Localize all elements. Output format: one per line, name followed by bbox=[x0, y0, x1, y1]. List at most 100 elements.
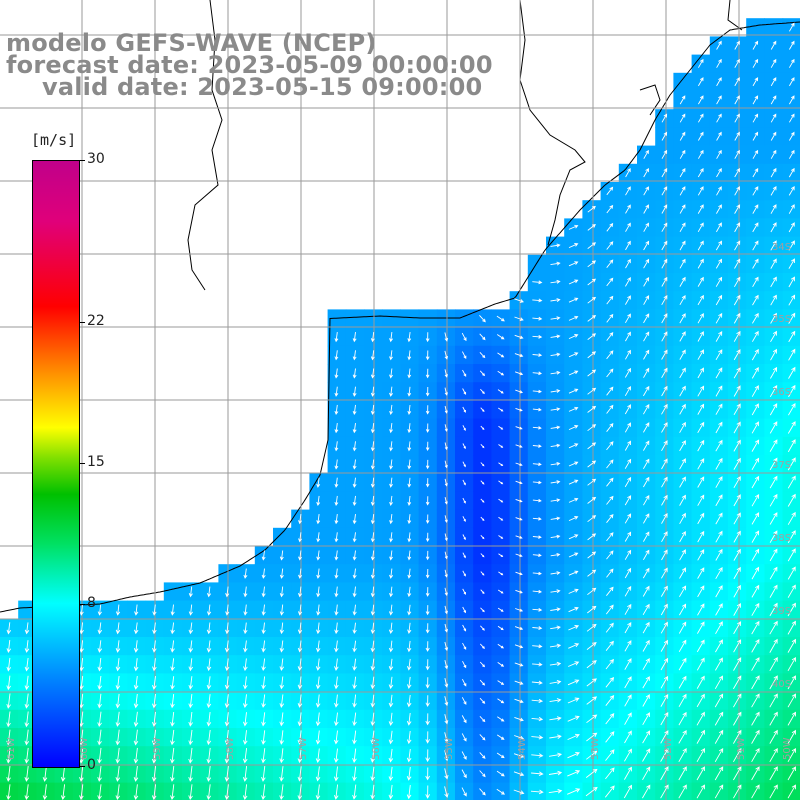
wind-arrow bbox=[550, 425, 561, 430]
wind-arrow bbox=[151, 711, 157, 727]
wind-arrow bbox=[6, 693, 11, 709]
wind-arrow bbox=[6, 784, 11, 800]
wind-arrow bbox=[515, 535, 523, 539]
wind-arrow bbox=[297, 622, 303, 635]
wind-arrow bbox=[716, 222, 722, 233]
wind-arrow bbox=[407, 622, 412, 634]
wind-arrow bbox=[462, 369, 467, 377]
wind-arrow bbox=[389, 550, 393, 561]
wind-speed-cells bbox=[0, 18, 800, 800]
wind-arrow bbox=[714, 784, 724, 799]
wind-arrow bbox=[661, 367, 668, 379]
wind-arrow bbox=[587, 315, 597, 322]
wind-arrow bbox=[586, 750, 598, 760]
wind-arrow bbox=[550, 407, 561, 412]
wind-arrow bbox=[733, 385, 741, 397]
wind-arrow bbox=[532, 517, 542, 521]
wind-arrow bbox=[515, 498, 523, 503]
wind-arrow bbox=[532, 535, 542, 539]
wind-arrow bbox=[769, 729, 778, 744]
wind-arrow bbox=[715, 603, 723, 616]
wind-arrow bbox=[788, 204, 795, 214]
wind-arrow bbox=[550, 261, 561, 266]
wind-arrow bbox=[715, 621, 723, 635]
wind-arrow bbox=[444, 478, 448, 487]
wind-arrow bbox=[625, 295, 631, 305]
wind-arrow bbox=[388, 604, 394, 616]
wind-arrow bbox=[497, 680, 505, 685]
wind-arrow bbox=[568, 425, 579, 431]
wind-arrow bbox=[678, 639, 687, 653]
wind-arrow bbox=[751, 784, 760, 799]
wind-arrow bbox=[788, 348, 796, 361]
wind-cell bbox=[673, 72, 693, 92]
wind-arrow bbox=[715, 657, 723, 671]
wind-arrow bbox=[734, 204, 741, 214]
wind-arrow bbox=[170, 766, 175, 782]
wind-arrow bbox=[697, 349, 704, 360]
wind-arrow bbox=[605, 676, 615, 688]
wind-arrow bbox=[352, 784, 357, 800]
wind-arrow bbox=[714, 711, 724, 726]
wind-arrow bbox=[206, 640, 212, 653]
wind-arrow bbox=[97, 693, 102, 709]
wind-arrow bbox=[660, 748, 669, 762]
colorbar-tick-mark bbox=[79, 321, 85, 323]
wind-arrow bbox=[623, 784, 632, 799]
wind-arrow bbox=[678, 784, 687, 799]
wind-arrow bbox=[224, 640, 230, 653]
wind-arrow bbox=[715, 367, 723, 379]
wind-arrow bbox=[297, 658, 303, 672]
wind-arrow bbox=[698, 113, 704, 123]
wind-arrow bbox=[532, 298, 543, 303]
wind-arrow bbox=[480, 462, 485, 467]
wind-arrow bbox=[513, 771, 525, 777]
wind-arrow bbox=[352, 748, 357, 763]
wind-arrow bbox=[643, 440, 650, 451]
wind-arrow bbox=[660, 784, 669, 799]
wind-arrow bbox=[425, 677, 430, 689]
wind-arrow bbox=[425, 767, 430, 781]
wind-arrow bbox=[515, 462, 523, 466]
wind-arrow bbox=[787, 439, 796, 453]
wind-arrow bbox=[425, 405, 430, 415]
wind-arrow bbox=[515, 517, 523, 521]
wind-arrow bbox=[624, 712, 632, 725]
grid-labels: 34S 35S 36S 37S 38S 39S 40S 61W 60W 59W 58W 57W 56W 5… bbox=[6, 242, 793, 760]
wind-arrow bbox=[407, 568, 412, 579]
wind-arrow bbox=[389, 532, 393, 543]
wind-arrow bbox=[770, 95, 777, 105]
wind-arrow bbox=[425, 478, 430, 488]
latitude-label: 39S bbox=[772, 606, 791, 617]
wind-arrow bbox=[170, 729, 175, 746]
wind-arrow bbox=[224, 712, 230, 727]
wind-arrow bbox=[406, 749, 412, 763]
wind-arrow bbox=[532, 407, 542, 412]
wind-arrow bbox=[498, 425, 504, 430]
wind-arrow bbox=[679, 421, 686, 433]
colorbar-tick-label: 0 bbox=[87, 757, 96, 773]
wind-arrow bbox=[514, 680, 524, 685]
wind-arrow bbox=[444, 424, 448, 433]
wind-arrow bbox=[716, 77, 722, 87]
wind-arrow bbox=[407, 495, 412, 506]
wind-arrow bbox=[79, 658, 84, 672]
wind-arrow bbox=[606, 295, 614, 305]
wind-arrow bbox=[24, 747, 30, 764]
wind-arrow bbox=[279, 604, 284, 616]
wind-arrow bbox=[6, 657, 12, 672]
wind-arrow bbox=[462, 642, 467, 650]
wind-arrow bbox=[444, 768, 449, 780]
wind-arrow bbox=[151, 693, 157, 709]
wind-arrow bbox=[497, 370, 505, 376]
wind-arrow bbox=[642, 621, 650, 634]
wind-arrow bbox=[770, 131, 777, 141]
wind-arrow bbox=[370, 658, 376, 671]
wind-arrow bbox=[789, 77, 795, 87]
wind-arrow bbox=[734, 58, 740, 68]
wind-cell bbox=[527, 254, 547, 274]
wind-arrow bbox=[661, 294, 668, 306]
wind-arrow bbox=[769, 656, 778, 672]
wind-arrow bbox=[643, 549, 650, 561]
